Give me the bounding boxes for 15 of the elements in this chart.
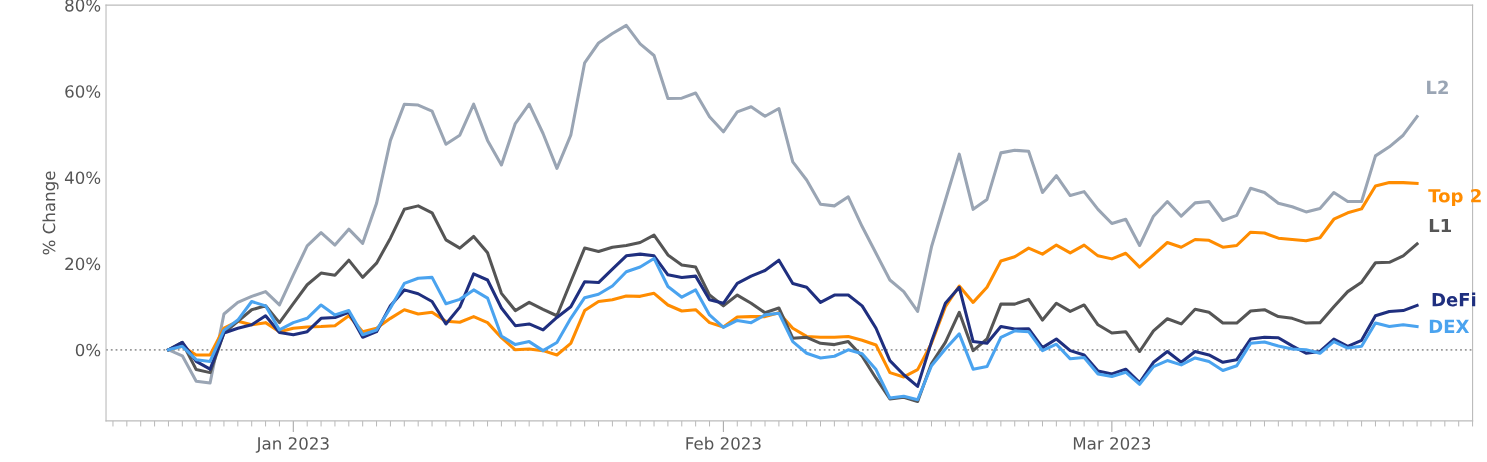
x-tick-label: Mar 2023 <box>1073 437 1151 450</box>
line-series <box>166 23 1419 385</box>
y-tick-label: 20% <box>65 257 101 271</box>
series-label: Top 2 <box>1428 188 1481 207</box>
y-tick-label: 80% <box>65 0 101 12</box>
x-tick-label: Feb 2023 <box>686 436 761 450</box>
y-tick-label: 40% <box>64 171 101 184</box>
y-tick-label: 60% <box>65 85 101 98</box>
x-tick-label: Jan 2023 <box>255 437 329 453</box>
series-label: DEX <box>1429 319 1470 333</box>
y-axis-title: % Change <box>42 171 59 255</box>
series-label: L2 <box>1427 80 1448 94</box>
series-label: L1 <box>1429 218 1452 233</box>
y-tick-label: 0% <box>75 343 101 357</box>
series-label: DeFi <box>1432 292 1476 307</box>
